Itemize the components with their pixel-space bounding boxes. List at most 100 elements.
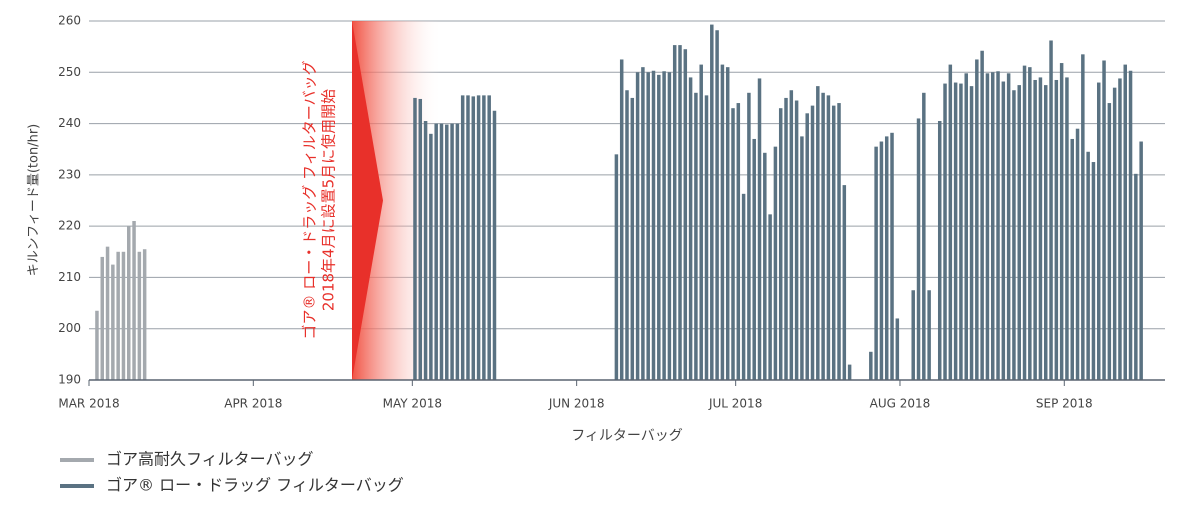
bar <box>789 90 794 380</box>
bar <box>471 96 476 380</box>
bar <box>100 256 105 380</box>
bar <box>1075 128 1080 380</box>
bar <box>1059 63 1064 380</box>
bar <box>710 24 714 381</box>
bar <box>1054 79 1059 380</box>
legend-label: ゴア® ロー・ドラッグ フィルターバッグ <box>106 476 404 495</box>
y-tick-label: 210 <box>58 270 81 284</box>
bar <box>1128 70 1133 381</box>
legend-label: ゴア高耐久フィルターバッグ <box>106 450 314 469</box>
bar <box>460 95 465 380</box>
bar <box>641 67 645 381</box>
bar <box>688 77 693 381</box>
bar <box>996 71 1000 380</box>
annotation-text: ゴア® ロー・ドラッグ フィルターバッグ <box>301 60 319 339</box>
bar <box>773 146 778 380</box>
bar <box>757 78 762 380</box>
bar <box>784 97 788 380</box>
bar <box>715 30 719 381</box>
bar <box>699 64 703 380</box>
bar <box>720 64 725 380</box>
bar <box>1049 40 1053 380</box>
bar <box>614 154 619 380</box>
bar <box>768 214 772 380</box>
bar <box>778 108 783 380</box>
bar <box>794 100 799 380</box>
bar <box>831 105 836 380</box>
bar <box>725 67 730 381</box>
bar <box>985 73 990 380</box>
bar <box>1086 151 1090 380</box>
bar <box>1022 65 1027 381</box>
bar <box>1091 162 1096 380</box>
bar <box>731 108 735 380</box>
y-tick-label: 190 <box>58 373 81 387</box>
bar <box>1102 60 1106 381</box>
bar <box>445 124 449 381</box>
x-tick-label: JUL 2018 <box>708 397 762 411</box>
bar <box>816 86 820 380</box>
bar <box>879 141 884 380</box>
bar <box>826 95 831 380</box>
bar <box>667 72 672 381</box>
y-tick-label: 260 <box>58 14 81 28</box>
bar <box>975 59 979 380</box>
bar <box>747 92 751 381</box>
y-tick-label: 220 <box>58 219 81 233</box>
annotation-text: 2018年4月に設置5月に使用開始 <box>320 89 338 311</box>
bar <box>487 95 491 380</box>
bar <box>922 92 926 381</box>
bar <box>95 310 99 380</box>
bar <box>625 90 629 380</box>
bar <box>111 264 115 380</box>
y-tick-label: 240 <box>58 116 81 130</box>
y-tick-label: 200 <box>58 321 81 335</box>
bar <box>476 95 481 380</box>
bar <box>704 95 709 380</box>
bar <box>646 72 650 381</box>
bar <box>911 290 915 380</box>
x-tick-label: MAY 2018 <box>383 397 442 411</box>
bar <box>1038 77 1043 381</box>
bar <box>752 138 756 380</box>
bar <box>482 95 486 380</box>
bar <box>678 45 682 381</box>
bar <box>964 73 968 380</box>
bar <box>736 103 741 381</box>
bar <box>1081 54 1085 380</box>
x-axis-label: フィルターバッグ <box>571 428 683 444</box>
bar <box>869 351 873 380</box>
x-tick-label: SEP 2018 <box>1036 397 1093 411</box>
bar <box>413 97 417 380</box>
bar <box>895 318 900 380</box>
bar <box>884 136 889 380</box>
bar <box>630 97 635 380</box>
bar <box>890 132 894 380</box>
bar <box>1134 173 1138 380</box>
bar <box>116 251 120 380</box>
bar <box>635 72 640 381</box>
bar <box>741 193 746 380</box>
bar <box>439 123 444 381</box>
bar <box>1028 67 1032 381</box>
bar <box>492 110 497 380</box>
bar <box>1107 103 1112 381</box>
bar <box>847 364 852 380</box>
bar <box>937 121 942 380</box>
bar <box>418 98 423 380</box>
bar <box>842 185 847 380</box>
bar <box>657 74 661 380</box>
bar <box>423 121 428 380</box>
bar <box>980 50 984 380</box>
bar <box>434 123 438 381</box>
bar <box>683 49 688 380</box>
bar <box>1033 79 1037 380</box>
annotation-arrow <box>352 21 383 380</box>
bar <box>137 251 142 380</box>
bar <box>132 221 136 380</box>
bar <box>948 64 953 380</box>
bar <box>990 72 995 381</box>
y-tick-label: 250 <box>58 65 81 79</box>
bar <box>1123 64 1127 380</box>
bar <box>1012 90 1016 380</box>
